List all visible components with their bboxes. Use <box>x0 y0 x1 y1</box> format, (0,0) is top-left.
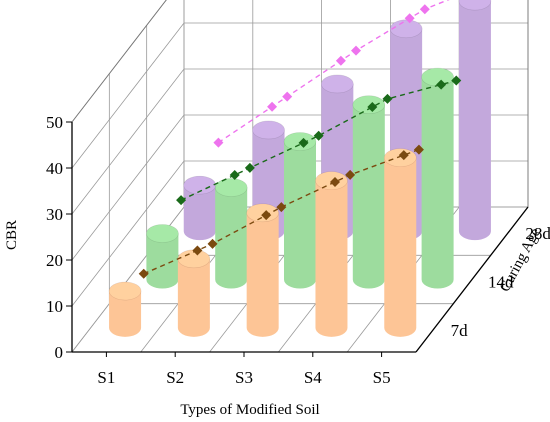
bar-top <box>146 224 179 243</box>
z-tick-label: 7d <box>451 321 469 340</box>
bar-28d-S1 <box>183 175 217 241</box>
bar-14d-S5 <box>421 67 454 289</box>
bar-top <box>321 74 354 94</box>
bar-body <box>352 104 385 289</box>
bar-top <box>352 95 386 114</box>
bar-top <box>389 19 423 39</box>
bars-layer <box>108 0 492 337</box>
bar-7d-S3 <box>246 203 279 337</box>
bar-14d-S3 <box>283 132 317 289</box>
y-tick-label: 50 <box>46 113 63 132</box>
trend-marker-14d-S3 <box>313 130 324 141</box>
bar-top <box>108 281 142 301</box>
bar-7d-S4 <box>315 171 348 337</box>
trend-marker-7d-S2 <box>207 238 218 249</box>
x-axis-title: Types of Modified Soil <box>180 402 319 418</box>
trend-marker-28d-S1 <box>213 137 224 148</box>
bar-body <box>421 77 454 289</box>
trend-layer <box>138 0 462 279</box>
x-tick-label: S2 <box>166 368 184 387</box>
bar-body <box>315 180 348 337</box>
trend-marker-28d <box>404 13 415 24</box>
trend-marker-7d-S1 <box>138 268 149 279</box>
frame-edge <box>71 0 167 123</box>
bar-top <box>214 178 248 197</box>
bar-28d-S5 <box>458 0 492 241</box>
bar-body <box>215 187 248 289</box>
bar-14d-S1 <box>146 224 179 289</box>
trend-marker-7d <box>398 150 409 161</box>
bar-7d-S5 <box>383 148 417 337</box>
bar-body <box>458 1 491 241</box>
trend-marker-7d <box>261 210 272 221</box>
trend-marker-28d-S2 <box>282 91 293 102</box>
trend-marker-14d <box>436 79 447 90</box>
trend-marker-14d-S1 <box>176 195 187 206</box>
bar-body <box>183 185 216 241</box>
x-tick-label: S4 <box>304 368 322 387</box>
trend-marker-7d-S4 <box>345 169 356 180</box>
trend-marker-14d <box>298 137 309 148</box>
y-tick-label: 10 <box>46 297 63 316</box>
bar-body <box>177 258 210 337</box>
trend-marker-28d <box>267 101 278 112</box>
x-tick-label: S3 <box>235 368 253 387</box>
trend-marker-14d-S5 <box>451 75 462 86</box>
trend-marker-7d-S3 <box>276 202 287 213</box>
bar-top <box>458 0 492 11</box>
trend-marker-28d-S4 <box>419 4 430 15</box>
bar-top <box>383 148 417 167</box>
bar-body <box>246 212 279 337</box>
trend-marker-14d-S4 <box>382 93 393 104</box>
trend-marker-7d <box>329 176 340 187</box>
x-tick-label: S5 <box>373 368 391 387</box>
trend-marker-14d <box>229 170 240 181</box>
trend-marker-28d-S3 <box>351 45 361 56</box>
bar-top <box>246 203 279 223</box>
bar-7d-S2 <box>177 249 211 337</box>
bar-7d-S1 <box>108 281 142 337</box>
trend-marker-28d <box>335 55 346 66</box>
y-tick-label: 40 <box>46 159 63 178</box>
x-tick-label: S1 <box>97 368 115 387</box>
y-tick-label: 0 <box>55 343 64 362</box>
trend-marker-14d <box>367 102 378 113</box>
trend-marker-7d-S5 <box>413 144 424 155</box>
bar-body <box>146 233 179 289</box>
bar-14d-S2 <box>214 178 248 289</box>
bar-body <box>284 141 316 289</box>
z-axis-line <box>415 206 529 353</box>
y-axis-title: CBR <box>4 220 20 250</box>
bar-14d-S4 <box>352 95 386 289</box>
bar-body <box>109 291 142 337</box>
y-tick-label: 30 <box>46 205 63 224</box>
trend-line-14d <box>180 79 457 201</box>
y-tick-label: 20 <box>46 251 63 270</box>
trend-marker-14d-S2 <box>244 162 255 173</box>
bar-body <box>384 157 417 337</box>
z-tick-label: 28d <box>525 224 550 243</box>
trend-marker-7d <box>192 245 203 256</box>
bar-top <box>252 120 285 140</box>
z-tick-label: 14d <box>488 273 514 292</box>
